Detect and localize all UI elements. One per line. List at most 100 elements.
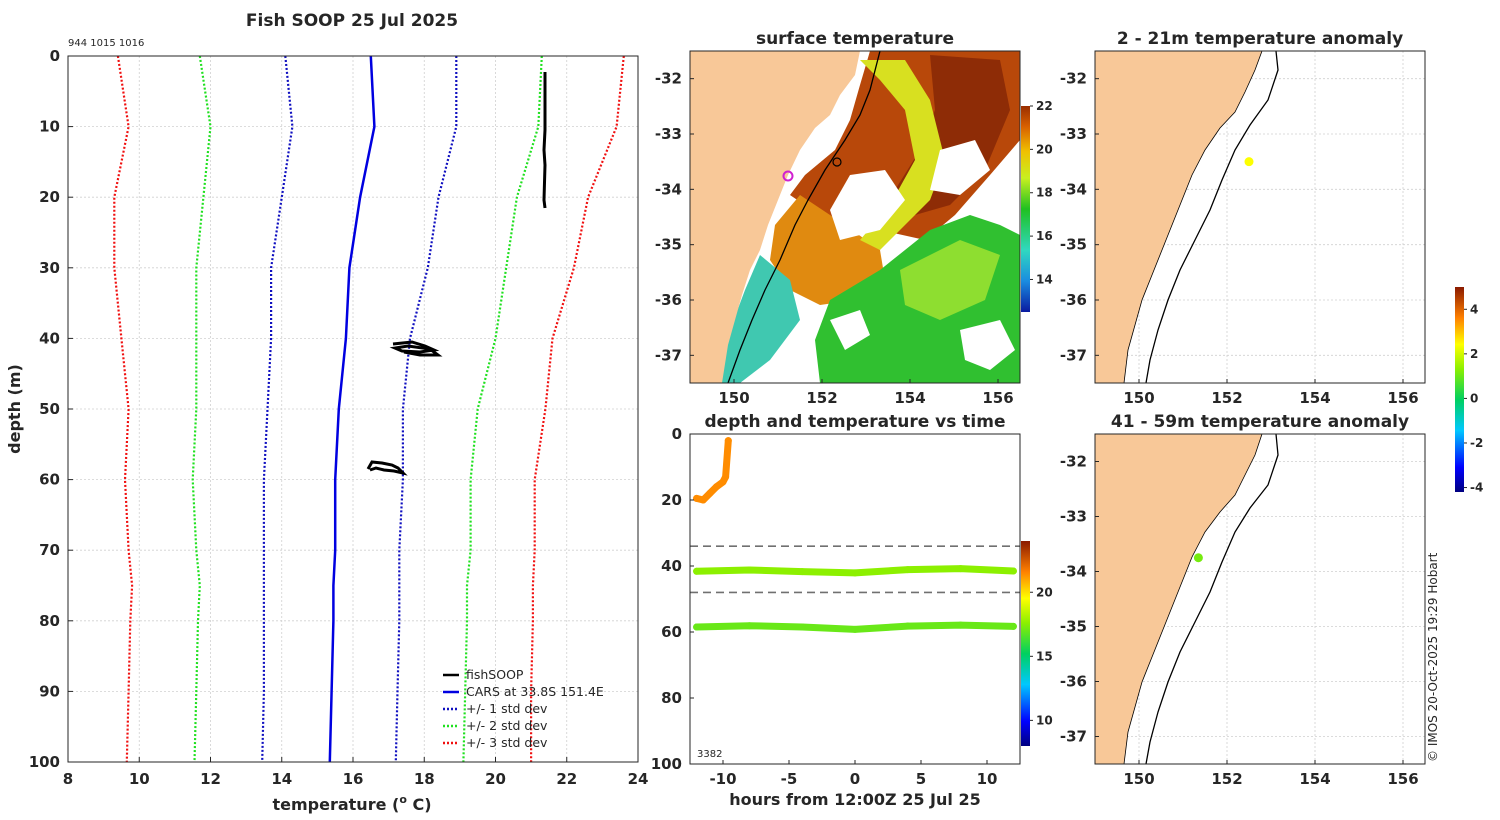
anomaly-colorbar-ticks: 4 2 0 -2 -4	[1464, 302, 1483, 495]
profile-observations	[366, 72, 547, 476]
anomaly-shallow-ticks: 150 152 154 156 -32 -33 -34 -35 -36 -37	[1060, 70, 1419, 407]
sst-cb-label: 14	[1036, 272, 1053, 286]
time-point	[1009, 622, 1017, 630]
sst-colorbar	[1021, 106, 1030, 312]
sst-xtick-label: 156	[982, 389, 1013, 407]
profile-xtick-label: 20	[485, 770, 506, 788]
anomaly-shallow-ytick-label: -35	[1060, 236, 1087, 254]
profile-xtick-label: 18	[414, 770, 435, 788]
sst-cb-label: 22	[1036, 99, 1053, 113]
time-point	[724, 437, 732, 445]
sst-marker-profile	[782, 170, 794, 182]
profile-top-annotation: 944 1015 1016	[68, 38, 144, 49]
anomaly-deep-contour	[1145, 434, 1279, 764]
sst-cb-label: 18	[1036, 186, 1053, 200]
time-ytick-label: 60	[661, 623, 682, 641]
time-marks	[693, 437, 1017, 633]
sst-orange-coastal	[770, 195, 885, 305]
sst-cb-label: 20	[1036, 142, 1053, 156]
std-line-3	[394, 56, 458, 763]
anomaly-deep-ytick-label: -35	[1060, 618, 1087, 636]
profile-ytick-label: 50	[39, 400, 60, 418]
sst-cloud-1	[830, 170, 905, 240]
anomaly-shallow-panel: 2 - 21m temperature anomaly 150 152 154 156…	[1060, 29, 1426, 407]
anomaly-shallow-xtick-label: 150	[1123, 389, 1154, 407]
sst-land	[690, 51, 860, 383]
profile-xtick-label: 10	[129, 770, 150, 788]
anomaly-cb-label: -2	[1470, 436, 1483, 450]
time-point	[957, 621, 965, 629]
profile-legend: fishSOOP CARS at 33.8S 151.4E +/- 1 std …	[443, 667, 604, 750]
anomaly-shallow-map	[1095, 51, 1425, 383]
anomaly-deep-title: 41 - 59m temperature anomaly	[1111, 412, 1409, 432]
sst-marker-ship	[832, 157, 842, 167]
time-frame	[689, 433, 1021, 765]
anomaly-shallow-xtick-label: 156	[1387, 389, 1418, 407]
sst-cloud-4	[830, 310, 870, 350]
sst-map	[690, 51, 1020, 383]
anomaly-deep-ytick-label: -34	[1060, 563, 1087, 581]
anomaly-deep-point	[1193, 553, 1203, 563]
anomaly-deep-land	[1095, 434, 1263, 764]
sst-ticks: 150 152 154 156 -32 -33 -34 -35 -36 -37	[655, 70, 1014, 407]
anomaly-deep-xtick-label: 152	[1211, 770, 1242, 788]
time-point	[957, 565, 965, 573]
sst-cb-label: 16	[1036, 229, 1053, 243]
time-colorbar-ticks: 10 15 20	[1030, 585, 1053, 727]
time-xtick-label: 5	[916, 770, 926, 788]
sst-ytick-label: -34	[655, 180, 682, 198]
profile-ticks: 8 10 12 14 16 18 20 22 24 0 10 20 30 40 50 60 70 80 90 100	[29, 47, 649, 788]
std-line-2	[462, 55, 543, 763]
profile-xtick-label: 14	[271, 770, 292, 788]
legend-3std: +/- 3 std dev	[466, 735, 548, 750]
time-xtick-label: -10	[709, 770, 736, 788]
time-point	[745, 622, 753, 630]
profile-xlabel: temperature (o C)	[272, 793, 431, 814]
anomaly-deep-ytick-label: -37	[1060, 728, 1087, 746]
profile-lines	[113, 55, 625, 763]
anomaly-deep-ytick-label: -33	[1060, 508, 1087, 526]
anomaly-deep-ytick-label: -32	[1060, 453, 1087, 471]
sst-cloud-3	[960, 320, 1015, 370]
anomaly-deep-xtick-label: 150	[1123, 770, 1154, 788]
time-title: depth and temperature vs time	[705, 412, 1006, 432]
profile-xtick-label: 16	[343, 770, 364, 788]
time-ytick-label: 100	[651, 755, 682, 773]
time-cb-label: 15	[1036, 649, 1053, 663]
anomaly-deep-xtick-label: 154	[1299, 770, 1330, 788]
profile-ytick-label: 70	[39, 541, 60, 559]
time-grid	[690, 545, 1020, 594]
time-xtick-label: 0	[850, 770, 860, 788]
cars-mean-line	[328, 55, 376, 763]
time-point	[699, 496, 707, 504]
sst-yellow-band	[860, 60, 945, 250]
sst-ytick-label: -35	[655, 236, 682, 254]
time-point	[693, 623, 701, 631]
profile-ytick-label: 30	[39, 259, 60, 277]
profile-ylabel: depth (m)	[5, 364, 24, 454]
profile-ytick-label: 90	[39, 682, 60, 700]
profile-ytick-label: 10	[39, 118, 60, 136]
anomaly-shallow-ytick-label: -36	[1060, 291, 1087, 309]
time-point	[904, 566, 912, 574]
anomaly-shallow-xtick-label: 152	[1211, 389, 1242, 407]
anomaly-deep-points	[1193, 553, 1203, 563]
time-cb-label: 10	[1036, 713, 1053, 727]
sst-ytick-label: -32	[655, 70, 682, 88]
profile-xtick-label: 8	[63, 770, 73, 788]
fishsoop-58m-cluster	[366, 460, 408, 476]
time-cb-label: 20	[1036, 585, 1053, 599]
time-point	[693, 567, 701, 575]
profile-ytick-label: 20	[39, 188, 60, 206]
time-point	[851, 569, 859, 577]
sst-xtick-label: 150	[718, 389, 749, 407]
std-line-5	[191, 55, 212, 763]
anomaly-cb-label: 4	[1470, 302, 1478, 316]
time-colorbar	[1021, 541, 1030, 746]
anomaly-deep-map	[1095, 434, 1425, 764]
profile-ytick-label: 100	[29, 753, 60, 771]
profile-ytick-label: 0	[50, 47, 60, 65]
time-point	[706, 489, 714, 497]
time-point	[712, 483, 720, 491]
